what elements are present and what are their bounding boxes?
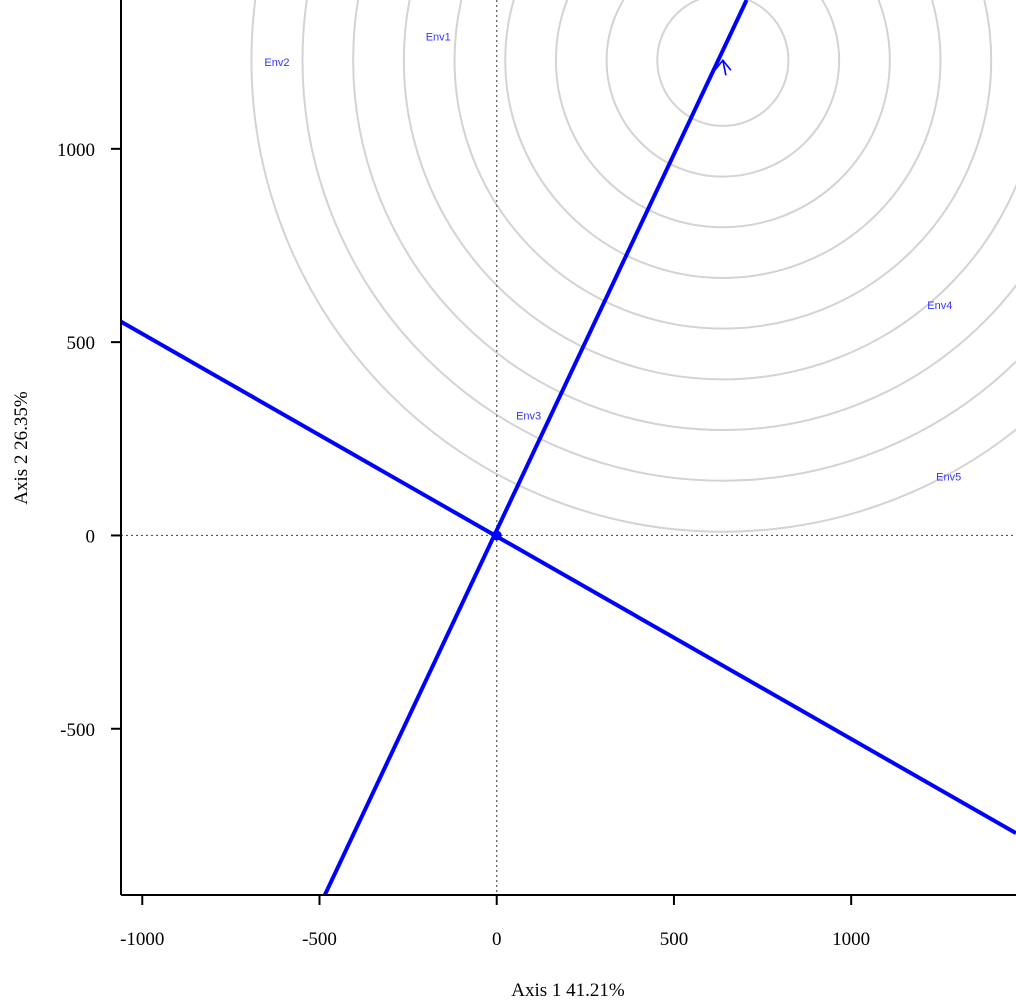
ideal-point-arrow [714,59,732,76]
y-tick-label: -500 [60,720,95,741]
point-label-env5: Env5 [936,471,961,483]
circle-9 [250,0,1016,533]
y-tick-label: 500 [67,333,96,354]
circle-7 [352,0,1016,431]
origin-marker [491,530,502,541]
circle-4 [504,0,942,279]
circle-3 [554,0,891,229]
y-tick-label: 0 [86,526,96,547]
point-labels: Env1 Env2 Env3 Env4 Env5 [264,31,961,483]
axis-line-2 [121,319,1016,835]
axis-line-1 [323,0,749,895]
circle-5 [453,0,993,330]
circle-1 [656,0,790,127]
x-tick-label: -1000 [120,929,164,950]
x-tick-label: 1000 [832,929,870,950]
plot-frame [120,0,1016,896]
concentric-circles [250,0,1016,533]
circle-6 [402,0,1016,381]
circle-2 [605,0,841,178]
reference-lines [121,0,1016,895]
x-tick-label: 500 [660,929,689,950]
x-tick-label: -500 [302,929,337,950]
point-label-env1: Env1 [426,31,451,43]
circle-8 [301,0,1016,482]
x-axis-title: Axis 1 41.21% [511,980,625,1001]
x-axis-ticks: -1000 -500 0 500 1000 [120,895,870,950]
point-label-env2: Env2 [264,57,289,69]
y-axis-title: Axis 2 26.35% [11,391,32,505]
x-tick-label: 0 [492,929,502,950]
point-label-env4: Env4 [927,300,952,312]
y-axis-ticks: -500 0 500 1000 [57,140,121,741]
point-label-env3: Env3 [516,410,541,422]
y-tick-label: 1000 [57,140,95,161]
biplot-lines [121,0,1016,895]
